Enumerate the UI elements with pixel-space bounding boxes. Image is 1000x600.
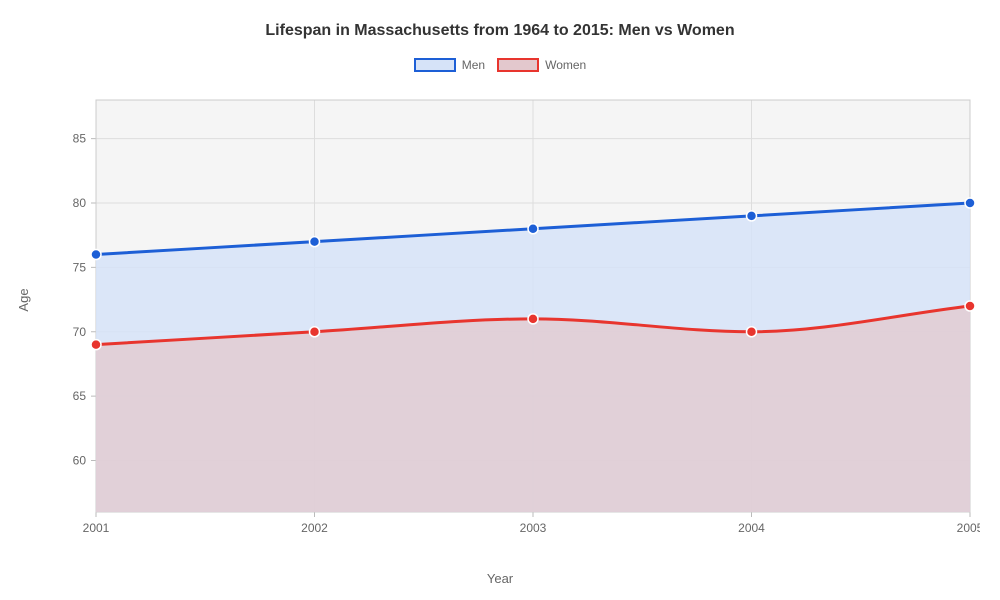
- svg-text:2005: 2005: [957, 521, 980, 535]
- legend-item-women[interactable]: Women: [497, 58, 586, 72]
- svg-text:2002: 2002: [301, 521, 328, 535]
- svg-text:2004: 2004: [738, 521, 765, 535]
- svg-text:70: 70: [73, 325, 87, 339]
- legend-swatch-men: [414, 58, 456, 72]
- y-axis-label: Age: [16, 288, 31, 311]
- svg-text:65: 65: [73, 389, 87, 403]
- svg-text:75: 75: [73, 260, 87, 274]
- chart-title: Lifespan in Massachusetts from 1964 to 2…: [0, 0, 1000, 40]
- legend-item-men[interactable]: Men: [414, 58, 485, 72]
- svg-text:60: 60: [73, 454, 87, 468]
- legend-swatch-women: [497, 58, 539, 72]
- chart-svg: 60 65 70 75 80 85 2001 2002 2003 2004 2005: [56, 92, 980, 542]
- svg-text:2003: 2003: [520, 521, 547, 535]
- chart-container: Lifespan in Massachusetts from 1964 to 2…: [0, 0, 1000, 600]
- svg-text:80: 80: [73, 196, 87, 210]
- plot-area: 60 65 70 75 80 85 2001 2002 2003 2004 2005: [56, 92, 980, 542]
- legend-label-women: Women: [545, 58, 586, 72]
- legend: Men Women: [0, 58, 1000, 72]
- svg-text:2001: 2001: [83, 521, 110, 535]
- x-axis-label: Year: [487, 571, 513, 586]
- svg-text:85: 85: [73, 132, 87, 146]
- legend-label-men: Men: [462, 58, 485, 72]
